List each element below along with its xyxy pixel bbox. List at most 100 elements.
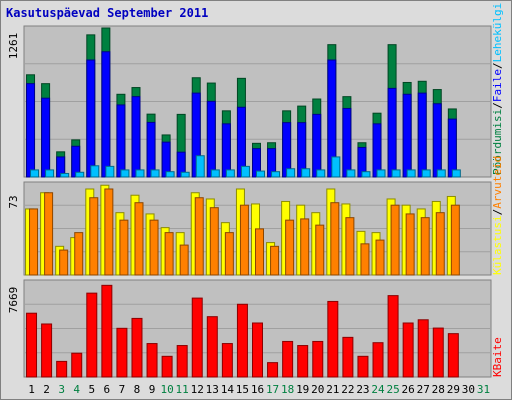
bar-faile-day-5 <box>86 59 96 178</box>
day-label-20: 20 <box>311 383 324 396</box>
bar-kbaite-day-8 <box>131 317 143 378</box>
day-label-1: 1 <box>28 383 35 396</box>
bar-kbaite-day-25 <box>387 295 399 378</box>
bar-faile-day-25 <box>387 87 397 178</box>
bar-arvuteid-day-27 <box>420 217 430 276</box>
legend-entry: Külastusi <box>491 215 504 275</box>
bar-kbaite-day-21 <box>327 300 339 378</box>
bar-kbaite-day-5 <box>86 292 98 378</box>
bar-lehekulgi-day-17 <box>271 171 281 178</box>
bar-arvuteid-day-1 <box>29 208 39 276</box>
day-label-16: 16 <box>251 383 264 396</box>
bar-faile-day-6 <box>101 51 111 178</box>
bar-lehekulgi-day-13 <box>210 169 220 178</box>
bar-kbaite-day-2 <box>41 323 53 378</box>
bar-kbaite-day-11 <box>176 345 188 378</box>
bar-kbaite-day-12 <box>191 297 203 378</box>
y-max-label-top: 1261 <box>7 33 20 60</box>
bar-arvuteid-day-15 <box>239 204 249 276</box>
bar-kbaite-day-22 <box>342 336 354 378</box>
bar-arvuteid-day-3 <box>59 249 69 276</box>
day-label-3: 3 <box>58 383 65 396</box>
bar-faile-day-20 <box>312 113 322 178</box>
bar-arvuteid-day-7 <box>119 219 129 276</box>
bar-lehekulgi-day-14 <box>225 169 235 178</box>
legend-entry: Lehekülgi <box>491 3 504 63</box>
bar-arvuteid-day-25 <box>390 204 400 276</box>
bar-faile-day-28 <box>432 103 442 178</box>
bar-kbaite-day-29 <box>447 333 459 378</box>
day-label-13: 13 <box>206 383 219 396</box>
bar-arvuteid-day-19 <box>300 218 310 276</box>
day-label-6: 6 <box>104 383 111 396</box>
bar-lehekulgi-day-27 <box>421 169 431 178</box>
bar-arvuteid-day-4 <box>74 232 84 276</box>
bar-lehekulgi-day-16 <box>256 170 265 178</box>
day-label-24: 24 <box>371 383 385 396</box>
day-label-12: 12 <box>191 383 204 396</box>
legend-middle: Külastusi/Arvuteid <box>491 156 504 275</box>
bar-arvuteid-day-16 <box>255 228 264 276</box>
bar-faile-day-2 <box>41 97 51 178</box>
bar-lehekulgi-day-21 <box>331 156 341 178</box>
bar-lehekulgi-day-20 <box>316 169 326 178</box>
bar-arvuteid-day-29 <box>450 204 460 276</box>
bar-kbaite-day-17 <box>267 362 279 378</box>
bar-lehekulgi-day-6 <box>105 165 115 178</box>
bar-lehekulgi-day-9 <box>150 169 160 178</box>
legend-top: Pöördumisi/Faile/Lehekülgi <box>491 3 504 175</box>
bar-kbaite-day-15 <box>236 303 248 378</box>
bar-kbaite-day-27 <box>417 319 429 378</box>
bar-kbaite-day-1 <box>26 312 38 378</box>
bar-lehekulgi-day-11 <box>180 171 190 178</box>
bar-kbaite-day-23 <box>357 355 369 378</box>
legend-entry: KBaite <box>491 337 504 377</box>
bar-lehekulgi-day-29 <box>451 169 461 178</box>
bar-kbaite-day-20 <box>312 340 324 378</box>
bar-lehekulgi-day-25 <box>391 169 401 178</box>
bar-arvuteid-day-5 <box>89 197 99 276</box>
bar-lehekulgi-day-23 <box>361 171 371 178</box>
bar-lehekulgi-day-10 <box>165 171 175 178</box>
bar-lehekulgi-day-19 <box>301 168 311 178</box>
day-label-15: 15 <box>236 383 249 396</box>
bar-kbaite-day-4 <box>71 352 83 378</box>
day-label-8: 8 <box>134 383 141 396</box>
day-label-27: 27 <box>417 383 430 396</box>
bar-arvuteid-day-28 <box>435 212 445 276</box>
bar-kbaite-day-13 <box>206 316 218 378</box>
bar-kbaite-day-7 <box>116 327 128 378</box>
bar-arvuteid-day-10 <box>164 232 174 276</box>
day-label-29: 29 <box>447 383 460 396</box>
legend-entry: Faile <box>491 69 504 102</box>
legend-bottom: KBaite <box>491 337 504 377</box>
bar-lehekulgi-day-26 <box>406 169 416 178</box>
bar-faile-day-13 <box>206 100 216 178</box>
bar-lehekulgi-day-8 <box>135 169 145 178</box>
bar-kbaite-day-14 <box>221 343 233 378</box>
day-label-10: 10 <box>160 383 173 396</box>
chart-title: Kasutuspäevad September 2011 <box>6 6 209 20</box>
bar-kbaite-day-3 <box>56 360 68 378</box>
bar-faile-day-26 <box>402 93 412 178</box>
bar-arvuteid-day-17 <box>270 245 280 276</box>
bar-kbaite-day-9 <box>146 343 158 378</box>
bar-lehekulgi-day-4 <box>75 171 85 178</box>
bar-lehekulgi-day-1 <box>30 169 40 178</box>
day-label-11: 11 <box>176 383 189 396</box>
legend-separator: / <box>491 62 504 69</box>
bar-kbaite-day-6 <box>101 284 113 378</box>
legend-separator: / <box>491 209 504 216</box>
day-label-14: 14 <box>221 383 235 396</box>
y-max-label-bottom: 7669 <box>7 287 20 314</box>
bar-kbaite-day-28 <box>432 327 444 378</box>
day-label-5: 5 <box>88 383 95 396</box>
bar-arvuteid-day-12 <box>194 197 204 276</box>
bar-lehekulgi-day-22 <box>346 169 356 178</box>
day-label-2: 2 <box>43 383 50 396</box>
bar-kbaite-day-26 <box>402 322 414 378</box>
bar-lehekulgi-day-28 <box>436 169 446 178</box>
bar-lehekulgi-day-18 <box>286 168 296 178</box>
bar-faile-day-27 <box>417 92 427 178</box>
